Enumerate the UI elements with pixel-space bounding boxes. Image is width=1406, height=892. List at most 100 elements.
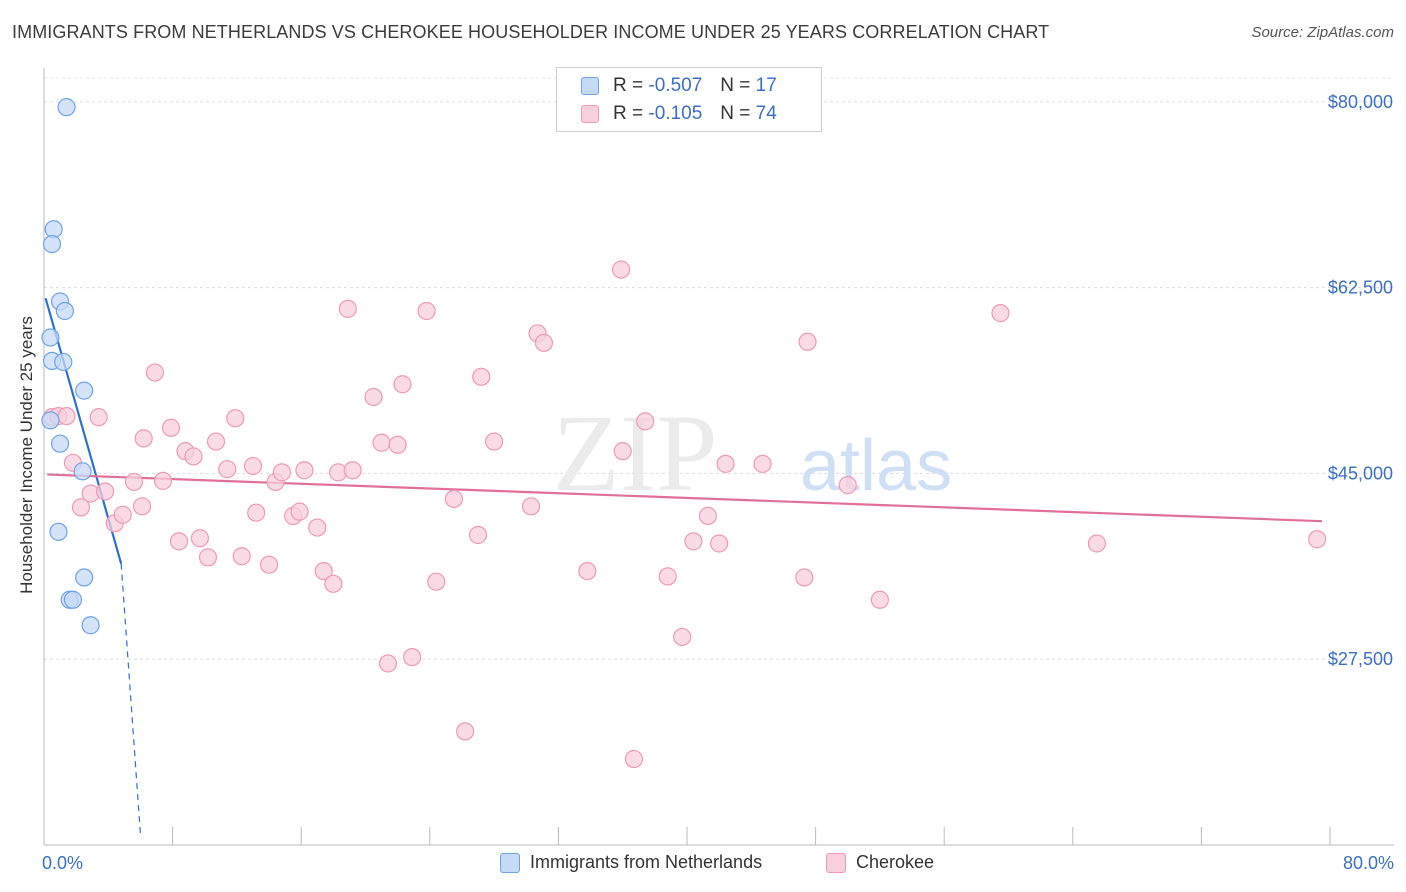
cherokee-point-19 — [190, 529, 210, 548]
cherokee-point-16 — [169, 532, 189, 551]
netherlands-legend-swatch — [500, 852, 520, 873]
netherlands-point-10 — [50, 434, 70, 453]
trend-line-1 — [47, 473, 1323, 523]
netherlands-point-8 — [75, 381, 94, 400]
cherokee-point-33 — [308, 518, 327, 537]
n-label: N = — [720, 75, 751, 96]
watermark: ZIP atlas — [553, 392, 953, 514]
netherlands-point-9 — [41, 411, 60, 430]
n-value: 74 — [755, 103, 777, 124]
y-tick-labels: $80,000 $62,500 $45,000 $27,500 — [1328, 92, 1393, 669]
cherokee-point-47 — [444, 489, 464, 509]
cherokee-point-59 — [636, 412, 655, 431]
cherokee-point-20 — [198, 548, 218, 567]
legend-item-netherlands[interactable]: Immigrants from Netherlands — [500, 852, 762, 873]
cherokee-point-45 — [417, 301, 436, 321]
x-tick-label-min: 0.0% — [42, 853, 84, 873]
r-label: R = — [613, 75, 644, 96]
n-label: N = — [720, 103, 751, 124]
legend-item-cherokee[interactable]: Cherokee — [826, 852, 934, 873]
cherokee-point-54 — [534, 333, 554, 352]
cherokee-point-61 — [673, 627, 692, 647]
cherokee-point-18 — [184, 447, 203, 466]
y-tick-label-1: $62,500 — [1328, 278, 1393, 298]
cherokee-point-57 — [613, 442, 632, 461]
y-tick-label-2: $45,000 — [1328, 463, 1393, 483]
cherokee-point-48 — [456, 722, 475, 741]
cherokee-point-7 — [95, 482, 115, 501]
cherokee-point-14 — [153, 471, 173, 490]
stats-legend-row-cherokee: R = -0.105 N = 74 — [581, 102, 777, 126]
cherokee-point-43 — [393, 375, 412, 394]
cherokee-point-44 — [403, 647, 422, 667]
cherokee-point-64 — [710, 534, 729, 553]
netherlands-point-0 — [57, 98, 76, 117]
chart-title: IMMIGRANTS FROM NETHERLANDS VS CHEROKEE … — [12, 22, 1050, 42]
cherokee-point-46 — [427, 572, 446, 591]
cherokee-point-70 — [870, 590, 890, 609]
gridlines — [44, 77, 1394, 660]
y-tick-label-3: $27,500 — [1328, 649, 1393, 669]
cherokee-point-35 — [324, 574, 343, 593]
trend-extension-0 — [120, 563, 142, 835]
netherlands-point-11 — [73, 462, 92, 481]
cherokee-point-22 — [218, 460, 237, 479]
netherlands-legend-label: Immigrants from Netherlands — [530, 852, 763, 872]
data-points — [41, 98, 1327, 769]
cherokee-point-38 — [343, 461, 362, 480]
netherlands-point-16 — [81, 616, 100, 635]
cherokee-point-12 — [134, 429, 153, 448]
axes — [43, 68, 1394, 846]
cherokee-point-32 — [295, 461, 314, 480]
cherokee-point-39 — [364, 387, 383, 407]
cherokee-point-60 — [658, 567, 677, 586]
cherokee-point-5 — [71, 498, 91, 517]
stats-legend: R = -0.507 N = 17 R = -0.105 N = 74 — [556, 67, 822, 132]
cherokee-legend-swatch — [826, 852, 846, 873]
cherokee-point-65 — [716, 454, 735, 473]
r-value: -0.105 — [648, 103, 703, 124]
cherokee-point-26 — [247, 503, 266, 522]
netherlands-point-5 — [41, 328, 60, 347]
cherokee-point-69 — [838, 476, 857, 495]
cherokee-point-51 — [485, 432, 504, 451]
cherokee-point-68 — [798, 332, 817, 351]
cherokee-point-11 — [132, 497, 152, 516]
cherokee-point-52 — [521, 497, 541, 516]
cherokee-point-58 — [624, 749, 644, 769]
cherokee-point-67 — [795, 568, 814, 587]
cherokee-legend-label: Cherokee — [856, 852, 935, 872]
cherokee-point-21 — [206, 432, 226, 451]
cherokee-point-63 — [698, 506, 717, 525]
cherokee-point-56 — [611, 260, 631, 279]
netherlands-swatch — [581, 77, 599, 95]
cherokee-point-49 — [468, 525, 488, 545]
cherokee-point-66 — [753, 454, 772, 473]
cherokee-point-31 — [290, 502, 309, 521]
cherokee-point-10 — [124, 472, 144, 492]
cherokee-point-41 — [378, 654, 398, 673]
cherokee-point-34 — [314, 561, 333, 581]
cherokee-point-13 — [145, 363, 165, 382]
cherokee-point-55 — [578, 561, 597, 581]
cherokee-point-40 — [372, 433, 391, 452]
trend-lines — [44, 297, 1323, 835]
y-tick-label-0: $80,000 — [1328, 92, 1393, 112]
cherokee-point-27 — [259, 555, 279, 574]
cherokee-point-23 — [226, 409, 245, 428]
cherokee-point-2 — [57, 406, 76, 426]
r-value: -0.507 — [648, 75, 703, 96]
netherlands-point-12 — [49, 522, 68, 541]
netherlands-point-15 — [63, 590, 83, 609]
netherlands-point-13 — [75, 568, 94, 587]
watermark-atlas: atlas — [800, 426, 952, 506]
cherokee-point-71 — [991, 304, 1010, 323]
cherokee-point-37 — [338, 299, 357, 318]
netherlands-point-4 — [55, 301, 74, 321]
cherokee-point-3 — [89, 408, 108, 427]
source-label: Source: ZipAtlas.com — [1251, 24, 1394, 41]
netherlands-point-2 — [42, 235, 62, 254]
cherokee-point-25 — [243, 456, 263, 476]
cherokee-point-42 — [388, 435, 407, 454]
